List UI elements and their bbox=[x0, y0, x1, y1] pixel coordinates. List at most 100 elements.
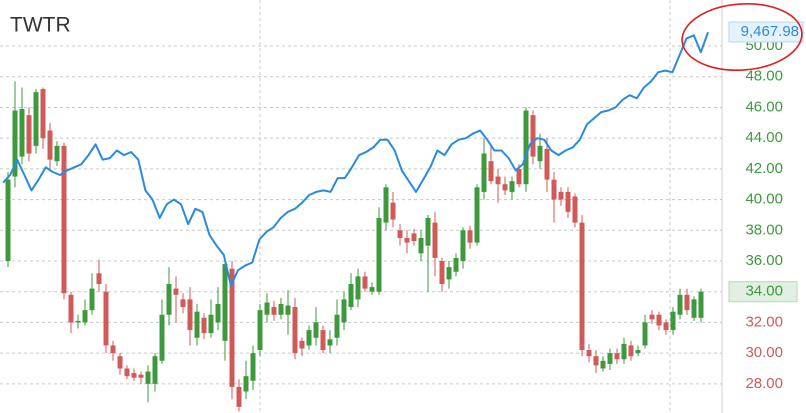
candle-body bbox=[607, 353, 613, 364]
candle-body bbox=[446, 267, 452, 280]
candle-body bbox=[68, 294, 74, 323]
candle-body bbox=[89, 288, 95, 311]
candle-body bbox=[278, 303, 284, 315]
candle-body bbox=[481, 153, 487, 192]
candle-body bbox=[488, 161, 494, 182]
candle-body bbox=[404, 237, 410, 243]
candle-body bbox=[572, 196, 578, 223]
price-label-box bbox=[728, 281, 798, 303]
candle-body bbox=[47, 130, 53, 160]
candle-body bbox=[187, 299, 193, 331]
candle-body bbox=[236, 386, 242, 407]
candle-body bbox=[537, 145, 543, 162]
candle-body bbox=[544, 148, 550, 180]
candle-body bbox=[222, 264, 228, 341]
y-tick-label: 38.00 bbox=[745, 221, 783, 238]
candle-body bbox=[418, 237, 424, 254]
candle-body bbox=[656, 314, 662, 326]
candle-body bbox=[19, 109, 25, 157]
highlight-circle bbox=[681, 3, 803, 71]
candle-body bbox=[306, 330, 312, 346]
candle-body bbox=[425, 218, 431, 246]
candle-body bbox=[271, 307, 277, 315]
candle-body bbox=[208, 314, 214, 334]
candle-body bbox=[152, 356, 158, 384]
y-tick-label: 46.00 bbox=[745, 98, 783, 115]
chart-title: TWTR bbox=[10, 14, 71, 37]
candle-body bbox=[579, 222, 585, 351]
candle-body bbox=[166, 284, 172, 315]
candle-body bbox=[411, 233, 417, 242]
candle-body bbox=[40, 89, 46, 139]
candle-body bbox=[131, 373, 137, 378]
candle-body bbox=[684, 294, 690, 311]
y-tick-label: 42.00 bbox=[745, 160, 783, 177]
y-tick-label: 44.00 bbox=[745, 129, 783, 146]
grid bbox=[0, 0, 722, 413]
candle-body bbox=[334, 314, 340, 338]
candle-body bbox=[285, 305, 291, 315]
candle-body bbox=[355, 276, 361, 300]
candle-body bbox=[586, 350, 592, 357]
candle-body bbox=[33, 92, 39, 146]
line-series bbox=[2, 31, 709, 287]
candle-body bbox=[292, 307, 298, 354]
candle-body bbox=[649, 314, 655, 320]
overlay bbox=[2, 31, 709, 287]
candle-body bbox=[201, 317, 207, 334]
y-tick-label: 30.00 bbox=[745, 344, 783, 361]
candle-body bbox=[194, 311, 200, 338]
candle-body bbox=[12, 110, 18, 177]
candle-body bbox=[614, 353, 620, 360]
candle-body bbox=[376, 218, 382, 292]
candle-body bbox=[299, 340, 305, 349]
candle-body bbox=[313, 322, 319, 338]
candle-body bbox=[558, 191, 564, 200]
candle-body bbox=[453, 257, 459, 272]
candle-body bbox=[390, 202, 396, 220]
y-tick-label: 32.00 bbox=[745, 313, 783, 330]
y-tick-label: 40.00 bbox=[745, 191, 783, 208]
candle-body bbox=[138, 374, 144, 378]
candle-body bbox=[383, 187, 389, 223]
candle-body bbox=[82, 310, 88, 323]
candle-body bbox=[397, 230, 403, 238]
candle-body bbox=[516, 168, 522, 185]
candle-body bbox=[75, 320, 81, 323]
candle-body bbox=[474, 187, 480, 243]
y-tick-label: 48.00 bbox=[745, 68, 783, 85]
candle-body bbox=[159, 314, 165, 361]
candle-body bbox=[509, 181, 515, 192]
candle-body bbox=[642, 322, 648, 346]
candle-body bbox=[341, 299, 347, 323]
y-tick-label: 28.00 bbox=[745, 375, 783, 392]
candle-body bbox=[117, 356, 123, 369]
price-label: 34.00 bbox=[745, 283, 783, 300]
candle-body bbox=[243, 376, 249, 392]
candle-body bbox=[600, 360, 606, 369]
candle-body bbox=[264, 302, 270, 315]
candle-body bbox=[670, 311, 676, 331]
candle-body bbox=[250, 353, 256, 381]
candle-body bbox=[530, 115, 536, 157]
candle-body bbox=[628, 345, 634, 357]
candle-body bbox=[523, 110, 529, 185]
candle-body bbox=[215, 303, 221, 323]
candle-body bbox=[229, 268, 235, 387]
candle-body bbox=[124, 368, 130, 377]
candle-body bbox=[26, 115, 32, 154]
candle-body bbox=[54, 145, 60, 162]
candle-body bbox=[327, 339, 333, 346]
candle-body bbox=[495, 176, 501, 185]
candle-body bbox=[180, 299, 186, 308]
candle-body bbox=[5, 179, 11, 262]
candle-body bbox=[691, 299, 697, 318]
candle-body bbox=[663, 322, 669, 331]
candle-body bbox=[502, 184, 508, 191]
candle-body bbox=[565, 191, 571, 212]
candle-body bbox=[677, 294, 683, 315]
candle-body bbox=[362, 276, 368, 289]
candle-body bbox=[621, 343, 627, 360]
